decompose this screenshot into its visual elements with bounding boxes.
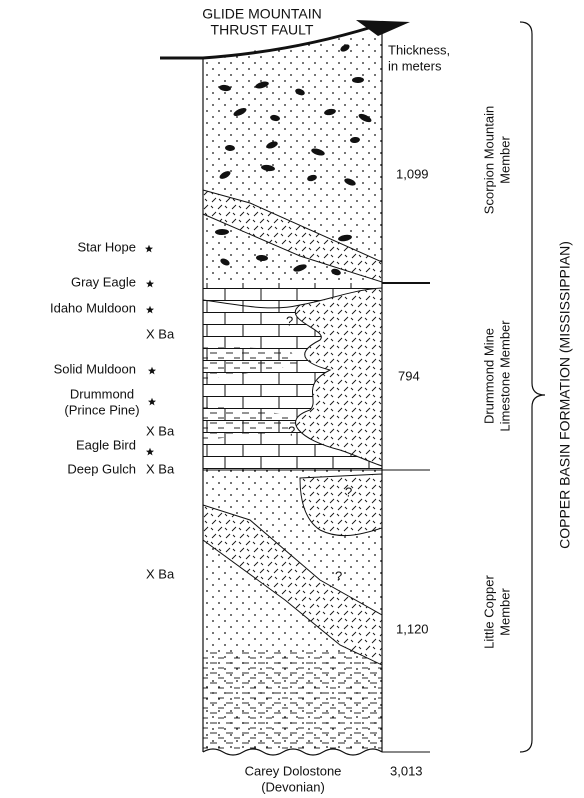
base-unit: Carey Dolostone	[245, 763, 342, 778]
locality: Eagle Bird	[76, 437, 136, 452]
formation-bracket	[520, 22, 545, 752]
barite-occurrence: X Ba	[146, 326, 175, 341]
mine-star	[146, 448, 154, 456]
total-thickness: 3,013	[390, 763, 423, 778]
barite-occurrence: X Ba	[146, 566, 175, 581]
locality: Star Hope	[77, 239, 136, 254]
locality: Solid Muldoon	[54, 361, 136, 376]
member-name: Member	[497, 135, 512, 183]
stratigraphic-column: GLIDE MOUNTAIN THRUST FAULT Thickness, i…	[0, 0, 584, 798]
barite-occurrence: X Ba	[146, 461, 175, 476]
mine-star	[145, 245, 153, 253]
shale-unit	[203, 650, 382, 752]
member-name: Scorpion Mountain	[481, 106, 496, 214]
fault-label: GLIDE MOUNTAIN	[202, 6, 322, 22]
thickness-header: in meters	[388, 58, 442, 73]
locality: (Prince Pine)	[64, 402, 139, 417]
base-unit: (Devonian)	[261, 779, 325, 794]
member-name: Limestone Member	[497, 320, 512, 432]
mine-star	[148, 367, 156, 375]
uncertain-contact: ?	[335, 568, 342, 583]
locality: Deep Gulch	[67, 461, 136, 476]
thickness-value: 794	[398, 368, 420, 383]
uncertain-contact: ?	[286, 313, 293, 328]
locality: Drummond	[70, 386, 134, 401]
member-name: Drummond Mine	[481, 328, 496, 424]
formation-name: COPPER BASIN FORMATION (MISSISSIPPIAN)	[557, 241, 573, 549]
mine-star	[146, 306, 154, 314]
mine-star	[148, 398, 156, 406]
locality: Gray Eagle	[71, 274, 136, 289]
member-name: Little Copper	[481, 574, 496, 648]
uncertain-contact: ?	[345, 484, 352, 499]
uncertain-contact: ?	[288, 423, 295, 438]
thickness-header: Thickness,	[388, 42, 450, 57]
fault-label: THRUST FAULT	[211, 22, 314, 38]
mine-star	[146, 280, 154, 288]
thickness-value: 1,120	[396, 621, 429, 636]
thickness-value: 1,099	[396, 166, 429, 181]
member-name: Member	[497, 587, 512, 635]
locality: Idaho Muldoon	[50, 300, 136, 315]
barite-occurrence: X Ba	[146, 423, 175, 438]
